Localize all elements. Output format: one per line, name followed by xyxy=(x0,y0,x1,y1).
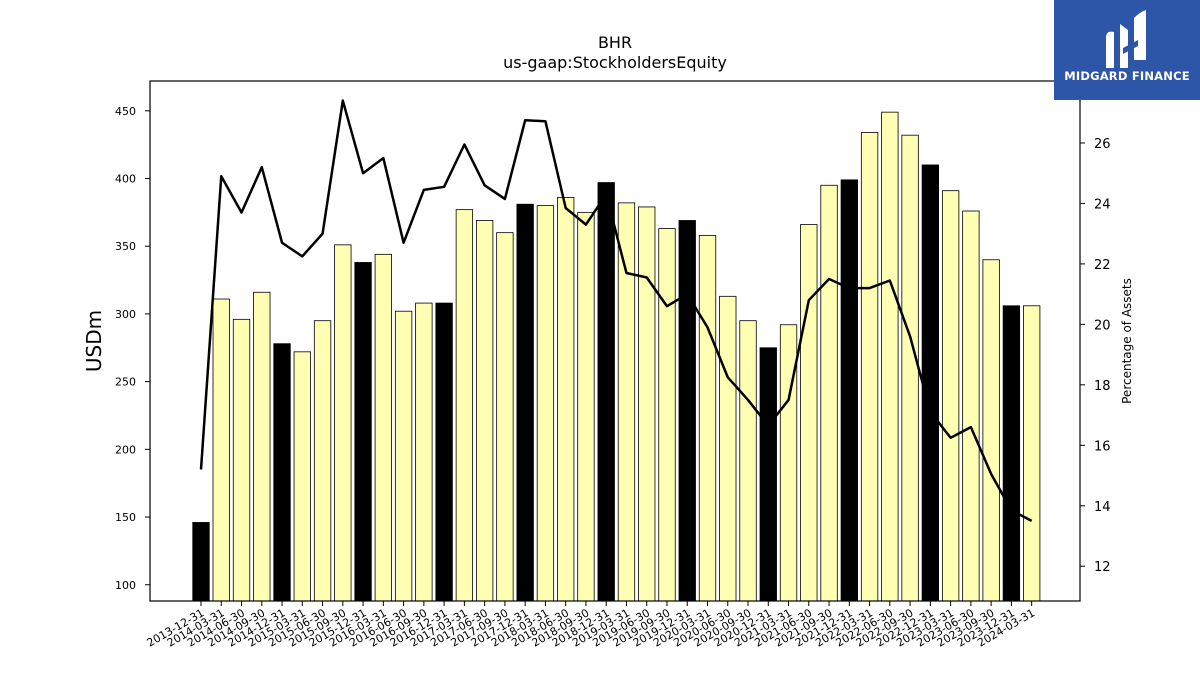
bar xyxy=(982,259,1000,602)
bar xyxy=(962,210,980,602)
y2-tick-label: 20 xyxy=(1094,318,1111,333)
y-tick-label: 300 xyxy=(115,308,136,321)
y2-tick-label: 22 xyxy=(1094,258,1111,273)
bar xyxy=(232,318,251,602)
y-tick-label: 450 xyxy=(115,105,136,118)
y-axis-left: 100 150 200 250 300 350 400 450 xyxy=(115,105,150,592)
y-tick-label: 350 xyxy=(115,240,136,253)
bar xyxy=(1002,305,1021,602)
bar xyxy=(313,320,332,602)
y-tick-label: 150 xyxy=(115,511,136,524)
bar xyxy=(678,220,696,602)
bar xyxy=(212,298,230,602)
bar xyxy=(800,224,818,602)
percentage-line xyxy=(199,99,1033,522)
x-axis: 2013-12-312014-03-312014-06-302014-09-30… xyxy=(145,601,1037,650)
bar xyxy=(192,522,210,602)
y-tick-label: 400 xyxy=(115,173,136,186)
bar xyxy=(435,302,453,602)
plot-frame xyxy=(149,80,1081,602)
bar xyxy=(860,132,879,602)
bar xyxy=(334,244,352,602)
bar xyxy=(820,184,838,602)
bar xyxy=(597,182,615,602)
bar xyxy=(253,291,271,602)
bar xyxy=(496,232,514,602)
bar xyxy=(921,164,940,602)
bar xyxy=(415,302,433,602)
y-tick-label: 200 xyxy=(115,443,136,456)
bar xyxy=(354,262,372,602)
midgard-logo-icon xyxy=(1106,10,1146,69)
y2-axis-label: Percentage of Assets xyxy=(1120,278,1134,404)
y2-tick-label: 18 xyxy=(1094,379,1111,394)
percentage-line-series xyxy=(199,99,1033,522)
bar xyxy=(759,347,777,602)
bar xyxy=(638,206,656,602)
y2-tick-label: 24 xyxy=(1094,197,1111,212)
y2-tick-label: 26 xyxy=(1094,137,1111,152)
y2-tick-label: 14 xyxy=(1094,500,1111,515)
bar xyxy=(455,209,474,602)
bar xyxy=(475,220,494,602)
y-axis-label: USDm xyxy=(82,310,106,372)
bar-series xyxy=(192,111,1041,602)
bar xyxy=(293,351,311,602)
bar xyxy=(536,205,555,602)
bar xyxy=(577,211,595,602)
bar xyxy=(698,234,717,602)
bar xyxy=(617,202,636,602)
chart-subtitle: us-gaap:StockholdersEquity xyxy=(503,53,727,72)
bar xyxy=(516,203,534,602)
y-tick-label: 100 xyxy=(115,579,136,592)
bar xyxy=(901,134,919,602)
bar xyxy=(1023,305,1041,602)
bar xyxy=(557,197,575,602)
y2-tick-label: 12 xyxy=(1094,560,1111,575)
bar xyxy=(394,310,413,602)
bar xyxy=(658,228,676,602)
bar xyxy=(719,295,737,602)
chart-title: BHR xyxy=(598,33,632,52)
bar xyxy=(273,343,291,602)
y-tick-label: 250 xyxy=(115,376,136,389)
y-axis-right: 12 14 16 18 20 22 24 26 xyxy=(1080,137,1111,575)
y2-tick-label: 16 xyxy=(1094,439,1111,454)
bar xyxy=(941,190,960,602)
bar xyxy=(881,111,899,602)
bar xyxy=(374,253,392,602)
bar xyxy=(739,320,757,602)
midgard-finance-logo: MIDGARD FINANCE xyxy=(1054,0,1200,100)
logo-text: MIDGARD FINANCE xyxy=(1064,69,1190,83)
bar xyxy=(840,179,858,602)
